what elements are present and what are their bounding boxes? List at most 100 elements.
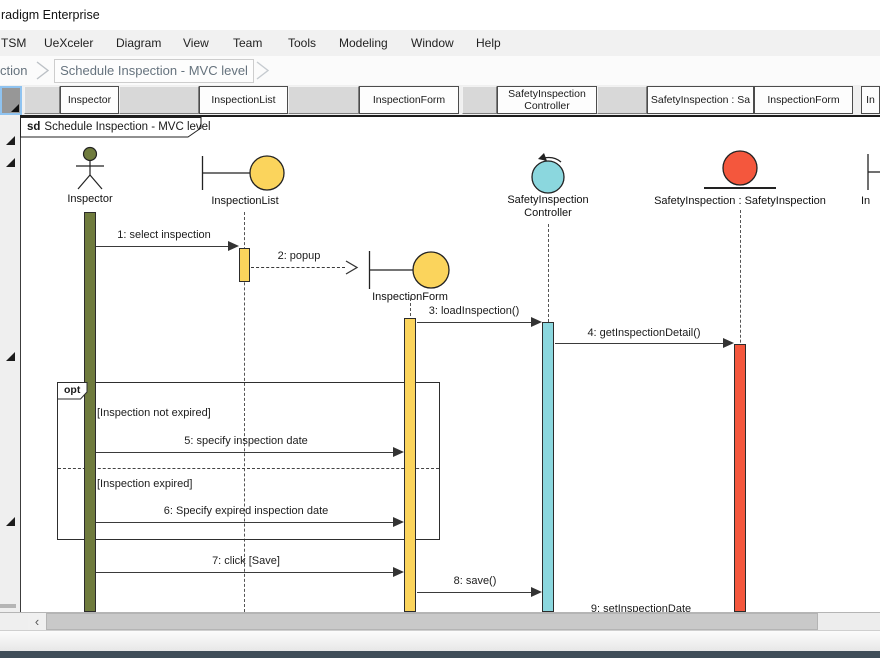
marker-triangle-icon[interactable] — [6, 158, 15, 167]
menu-item-team[interactable]: Team — [233, 36, 263, 50]
fragment-guard-1: [Inspection not expired] — [97, 407, 211, 419]
frame-title: Schedule Inspection - MVC level — [44, 121, 211, 133]
message-line-4[interactable] — [555, 343, 723, 344]
message-line-7[interactable] — [96, 572, 393, 573]
lifeline-label-inspector[interactable]: Inspector — [67, 193, 113, 205]
message-label-5[interactable]: 5: specify inspection date — [184, 435, 308, 447]
splitter-handle[interactable] — [0, 604, 16, 608]
diagram-frame-top-border — [20, 115, 880, 117]
activation-controller[interactable] — [542, 322, 554, 612]
menu-item-tools[interactable]: Tools — [288, 36, 317, 50]
selected-tool-button[interactable] — [0, 86, 22, 115]
canvas-left-margin — [0, 117, 20, 612]
fragment-operator-shape — [57, 382, 88, 400]
header-cell-controller[interactable]: SafetyInspection Controller — [497, 86, 597, 114]
message-line-8[interactable] — [417, 592, 531, 593]
header-cell-inspectionlist[interactable]: InspectionList — [199, 86, 288, 114]
status-bar — [0, 630, 880, 651]
boundary-icon[interactable] — [198, 152, 288, 194]
menu-item-uexceler[interactable]: UeXceler — [44, 36, 94, 50]
header-cell-safetyinspection[interactable]: SafetyInspection : Sa — [647, 86, 754, 114]
message-line-5[interactable] — [96, 452, 393, 453]
actor-icon[interactable] — [72, 146, 108, 192]
bottom-accent-bar — [0, 651, 880, 658]
menu-item-tsm[interactable]: TSM — [1, 36, 27, 50]
activation-inspector[interactable] — [84, 212, 96, 612]
entity-icon[interactable] — [700, 148, 780, 192]
fragment-guard-2: [Inspection expired] — [97, 478, 193, 490]
header-cell-spacer[interactable] — [597, 86, 647, 114]
lifeline-label-inspectionlist[interactable]: InspectionList — [211, 195, 279, 207]
frame-label: sd Schedule Inspection - MVC level — [27, 121, 211, 133]
scroll-left-button[interactable]: ‹ — [28, 612, 46, 630]
control-icon[interactable] — [528, 150, 568, 196]
message-label-2[interactable]: 2: popup — [277, 250, 321, 262]
breadcrumb-current[interactable]: Schedule Inspection - MVC level — [54, 59, 254, 83]
header-cell-spacer[interactable] — [24, 86, 60, 114]
lifeline-label-inspectionform[interactable]: InspectionForm — [372, 291, 448, 303]
menu-item-modeling[interactable]: Modeling — [339, 36, 388, 50]
scrollbar-thumb[interactable] — [46, 613, 818, 630]
message-arrowhead-icon — [531, 317, 542, 327]
message-arrowhead-icon — [393, 447, 404, 457]
message-label-8[interactable]: 8: save() — [453, 575, 497, 587]
header-cell-spacer[interactable] — [288, 86, 359, 114]
message-arrowhead-icon — [393, 567, 404, 577]
boundary-icon[interactable] — [862, 152, 880, 192]
marker-triangle-icon[interactable] — [6, 517, 15, 526]
title-bar: radigm Enterprise — [0, 0, 880, 30]
message-label-1[interactable]: 1: select inspection — [117, 229, 211, 241]
frame-keyword: sd — [27, 121, 41, 133]
chevron-right-icon — [256, 61, 270, 80]
lifeline-label-partial[interactable]: In — [861, 195, 871, 207]
diagram-frame-left-border — [20, 117, 21, 612]
corner-triangle-icon — [11, 104, 19, 112]
marker-triangle-icon[interactable] — [6, 136, 15, 145]
message-line-1[interactable] — [96, 246, 228, 247]
header-cell-partial[interactable]: In — [861, 86, 880, 114]
message-line-6[interactable] — [96, 522, 393, 523]
message-label-3[interactable]: 3: loadInspection() — [428, 305, 520, 317]
message-line-3[interactable] — [417, 322, 531, 323]
scroll-left-icon: ‹ — [34, 614, 40, 629]
open-arrowhead-icon — [345, 260, 359, 275]
message-label-9[interactable]: 9: setInspectionDate — [590, 603, 692, 612]
activation-inspectionform[interactable] — [404, 318, 416, 612]
lifeline-line-inspectionlist[interactable] — [244, 212, 245, 612]
diagram-canvas[interactable]: sd Schedule Inspection - MVC level Inspec… — [0, 117, 880, 612]
message-arrowhead-icon — [393, 517, 404, 527]
message-line-2[interactable] — [251, 267, 345, 268]
header-cell-inspectionform[interactable]: InspectionForm — [359, 86, 459, 114]
message-label-6[interactable]: 6: Specify expired inspection date — [163, 505, 329, 517]
fragment-operator-label: opt — [64, 384, 81, 396]
menu-item-view[interactable]: View — [183, 36, 209, 50]
lifeline-label-controller[interactable]: SafetyInspection Controller — [507, 194, 589, 219]
window-title: radigm Enterprise — [1, 8, 100, 22]
activation-entity[interactable] — [734, 344, 746, 612]
lifeline-label-entity[interactable]: SafetyInspection : SafetyInspection — [654, 195, 826, 207]
fragment-divider — [58, 468, 439, 469]
chevron-right-icon — [36, 61, 50, 80]
opt-fragment[interactable] — [57, 382, 440, 540]
message-arrowhead-icon — [723, 338, 734, 348]
breadcrumb-previous[interactable]: ction — [0, 63, 28, 78]
frame-label-shape[interactable] — [20, 117, 202, 138]
header-cell-inspector[interactable]: Inspector — [60, 86, 119, 114]
message-arrowhead-icon — [531, 587, 542, 597]
marker-triangle-icon[interactable] — [6, 352, 15, 361]
menu-bar: TSM UeXceler Diagram View Team Tools Mod… — [0, 30, 880, 57]
message-arrowhead-icon — [228, 241, 239, 251]
activation-inspectionlist[interactable] — [239, 248, 250, 282]
lifeline-header-row: Inspector InspectionList InspectionForm … — [0, 85, 880, 117]
breadcrumb: ction Schedule Inspection - MVC level — [0, 56, 880, 85]
header-cell-spacer[interactable] — [462, 86, 497, 114]
menu-item-help[interactable]: Help — [476, 36, 501, 50]
boundary-icon[interactable] — [366, 245, 452, 293]
header-cell-spacer[interactable] — [119, 86, 199, 114]
header-cell-inspectionform-2[interactable]: InspectionForm — [754, 86, 853, 114]
message-label-4[interactable]: 4: getInspectionDetail() — [587, 327, 701, 339]
message-label-7[interactable]: 7: click [Save] — [212, 555, 280, 567]
menu-item-diagram[interactable]: Diagram — [116, 36, 162, 50]
menu-item-window[interactable]: Window — [411, 36, 454, 50]
